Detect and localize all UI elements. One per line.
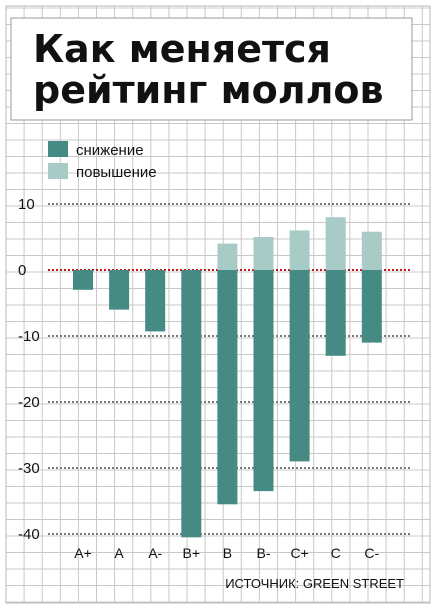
- x-tick-label: B+: [183, 545, 201, 561]
- bar-increase-B: [217, 243, 238, 270]
- legend-label-decrease: снижение: [76, 142, 144, 159]
- x-axis-ticks: A+ A A- B+ B B- C+ C C-: [74, 545, 379, 561]
- x-tick-label: C-: [364, 545, 379, 561]
- bar-increase-C: [325, 217, 346, 270]
- y-axis-ticks: 10 0 -10 -20 -30 -40: [18, 196, 40, 543]
- bar-decrease-A-: [145, 270, 166, 332]
- source-note: ИСТОЧНИК: GREEN STREET: [225, 576, 404, 591]
- legend-swatch-decrease: [48, 141, 68, 157]
- bar-decrease-C+: [289, 270, 310, 462]
- bar-decrease-B+: [181, 270, 202, 538]
- x-tick-label: C: [331, 545, 341, 561]
- y-tick-label: 10: [18, 196, 35, 213]
- plot-frame: [5, 5, 431, 604]
- bar-decrease-A: [109, 270, 130, 310]
- legend-label-increase: повышение: [76, 164, 157, 181]
- x-tick-label: B-: [257, 545, 271, 561]
- chart-title-line-2: рейтинг моллов: [33, 68, 384, 112]
- bar-decrease-C: [325, 270, 346, 356]
- bar-increase-C-: [361, 231, 382, 270]
- bar-decrease-A+: [73, 270, 93, 290]
- bars: [73, 217, 382, 538]
- x-tick-label: A: [114, 545, 124, 561]
- x-tick-label: B: [223, 545, 232, 561]
- bar-decrease-C-: [361, 270, 382, 343]
- y-tick-label: -40: [18, 526, 40, 543]
- x-tick-label: C+: [290, 545, 308, 561]
- bar-increase-B-: [253, 237, 274, 270]
- legend: снижение повышение: [48, 141, 157, 181]
- y-tick-label: -30: [18, 460, 40, 477]
- x-tick-label: A+: [74, 545, 92, 561]
- y-tick-label: 0: [18, 262, 26, 279]
- chart-title-line-1: Как меняется: [33, 27, 331, 71]
- y-tick-label: -20: [18, 394, 40, 411]
- x-tick-label: A-: [148, 545, 162, 561]
- bar-increase-C+: [289, 230, 310, 270]
- legend-swatch-increase: [48, 163, 68, 179]
- title-box-frame: [10, 17, 413, 121]
- title-box: Как меняется рейтинг моллов: [10, 17, 413, 121]
- y-tick-label: -10: [18, 328, 40, 345]
- bar-decrease-B: [217, 270, 238, 505]
- bar-decrease-B-: [253, 270, 274, 492]
